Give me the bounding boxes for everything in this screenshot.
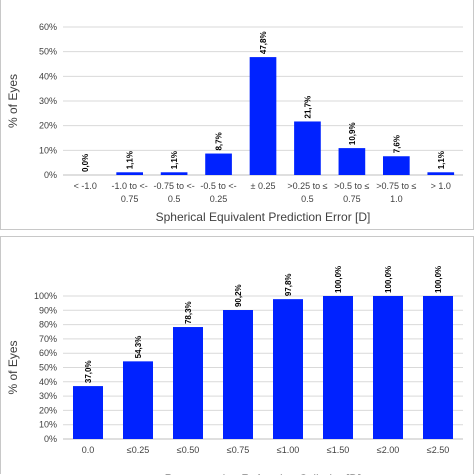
bar xyxy=(427,172,455,175)
data-label: 37,0% xyxy=(84,360,93,383)
data-label: 10,9% xyxy=(348,122,357,145)
data-label: 54,3% xyxy=(134,336,143,359)
y-tick-label: 60% xyxy=(39,348,57,358)
y-tick-label: 10% xyxy=(39,145,57,155)
y-tick-label: 20% xyxy=(39,121,57,131)
chart-refractive-cylinder: 0% 10% 20% 30% 40% 50% 60% 70% 80% 90% 100% 37,0% 0.… xyxy=(6,266,463,475)
bar xyxy=(123,361,153,439)
data-label: 0,0% xyxy=(81,154,90,172)
bar xyxy=(383,156,410,175)
x-tick-label: 0.75 xyxy=(121,194,139,204)
x-tick-label: 0.25 xyxy=(210,194,228,204)
data-label: 1,1% xyxy=(170,151,179,169)
x-tick-label: ≤0.50 xyxy=(177,445,199,455)
bar xyxy=(116,172,143,175)
x-tick-label: >0.5 to ≤ xyxy=(334,181,369,191)
x-tick-label: 0.75 xyxy=(343,194,361,204)
x-tick-label: >0.75 to ≤ xyxy=(376,181,416,191)
y-tick-label: 50% xyxy=(39,47,57,57)
bar xyxy=(223,310,253,439)
bar xyxy=(323,296,353,439)
data-label: 90,2% xyxy=(234,284,243,307)
y-tick-label: 60% xyxy=(39,22,57,32)
chart-panel-spherical-equivalent: 0% 10% 20% 30% 40% 50% 60% 0,0% < -1.0 1,1% -1.0 t… xyxy=(0,0,474,230)
bar xyxy=(373,296,403,439)
y-tick-label: 70% xyxy=(39,334,57,344)
x-tick-label: ≤2.50 xyxy=(427,445,449,455)
bar xyxy=(273,299,303,439)
bar xyxy=(294,121,321,175)
data-label: 100,0% xyxy=(384,266,393,293)
x-tick-label: > 1.0 xyxy=(431,181,451,191)
x-tick-label: 1.0 xyxy=(390,194,403,204)
chart-spherical-equivalent: 0% 10% 20% 30% 40% 50% 60% 0,0% < -1.0 1,1% -1.0 t… xyxy=(6,22,463,224)
x-tick-label: ± 0.25 xyxy=(251,181,276,191)
x-tick-label: -0.75 to <- xyxy=(153,181,194,191)
x-tick-label: 0.5 xyxy=(168,194,181,204)
data-label: 7,6% xyxy=(392,135,401,153)
data-label: 78,3% xyxy=(184,301,193,324)
data-label: 8,7% xyxy=(215,132,224,150)
data-label: 100,0% xyxy=(434,266,443,293)
x-tick-label: < -1.0 xyxy=(74,181,97,191)
bar xyxy=(423,296,453,439)
y-tick-label: 40% xyxy=(39,71,57,81)
data-label: 47,8% xyxy=(259,31,268,54)
bar xyxy=(160,172,188,175)
x-tick-label: ≤1.50 xyxy=(327,445,349,455)
x-tick-label: ≤0.75 xyxy=(227,445,249,455)
y-tick-label: 0% xyxy=(44,170,57,180)
bar xyxy=(249,57,277,175)
x-tick-label: ≤1.00 xyxy=(277,445,299,455)
y-tick-label: 30% xyxy=(39,391,57,401)
data-label: 1,1% xyxy=(126,151,135,169)
x-tick-label: -0.5 to <- xyxy=(200,181,236,191)
y-tick-label: 100% xyxy=(34,291,57,301)
y-tick-label: 10% xyxy=(39,420,57,430)
y-tick-label: 20% xyxy=(39,405,57,415)
x-tick-label: 0.5 xyxy=(301,194,314,204)
x-tick-label: 0.0 xyxy=(82,445,95,455)
y-axis-title: % of Eyes xyxy=(6,74,20,128)
data-label: 97,8% xyxy=(284,273,293,296)
data-label: 1,1% xyxy=(437,151,446,169)
x-tick-label: ≤0.25 xyxy=(127,445,149,455)
bar xyxy=(173,327,203,439)
x-tick-label: -1.0 to <- xyxy=(112,181,148,191)
y-tick-label: 80% xyxy=(39,320,57,330)
x-tick-label: ≤2.00 xyxy=(377,445,399,455)
y-tick-label: 90% xyxy=(39,305,57,315)
x-axis-title: Spherical Equivalent Prediction Error [D… xyxy=(156,210,371,224)
chart-panel-refractive-cylinder: 0% 10% 20% 30% 40% 50% 60% 70% 80% 90% 100% 37,0% 0.… xyxy=(0,236,474,475)
y-tick-label: 30% xyxy=(39,96,57,106)
bar xyxy=(73,386,103,439)
y-tick-label: 40% xyxy=(39,377,57,387)
bar xyxy=(205,153,232,175)
x-tick-label: >0.25 to ≤ xyxy=(287,181,327,191)
y-axis-title: % of Eyes xyxy=(6,340,20,394)
data-label: 21,7% xyxy=(303,96,312,119)
y-tick-label: 0% xyxy=(44,434,57,444)
data-label: 100,0% xyxy=(334,266,343,293)
y-tick-label: 50% xyxy=(39,363,57,373)
bar xyxy=(338,148,366,175)
